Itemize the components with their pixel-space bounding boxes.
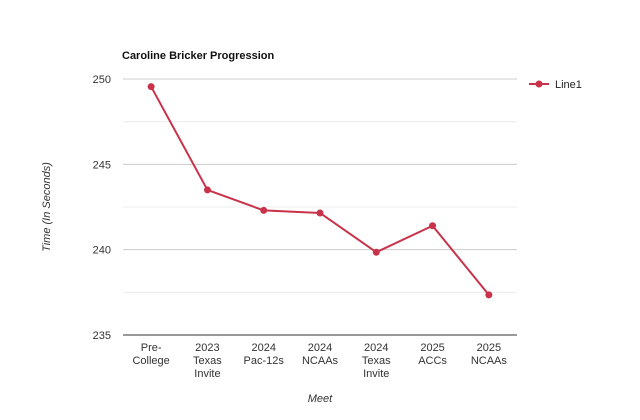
y-axis-label: Time (In Seconds) — [41, 162, 53, 252]
y-axis-ticks: 235 240 245 250 — [93, 74, 111, 342]
x-tick-label: 2025 ACCs — [418, 342, 447, 367]
x-tick-label: 2023 Texas Invite — [193, 342, 222, 380]
data-point[interactable] — [147, 83, 155, 91]
x-tick-label: 2025 NCAAs — [471, 342, 508, 367]
x-tick-label: 2024 NCAAs — [302, 342, 339, 367]
x-tick-label: Pre-College — [132, 342, 169, 367]
data-point[interactable] — [316, 209, 324, 217]
data-point[interactable] — [203, 186, 211, 194]
y-tick-label: 245 — [93, 159, 111, 171]
legend-label: Line1 — [555, 79, 582, 91]
data-point[interactable] — [429, 222, 437, 230]
data-point[interactable] — [485, 291, 493, 299]
y-tick-label: 240 — [93, 245, 111, 257]
data-point[interactable] — [372, 248, 380, 256]
chart-title: Caroline Bricker Progression — [122, 50, 275, 62]
gridlines — [123, 78, 517, 336]
data-point[interactable] — [260, 206, 268, 214]
y-tick-label: 235 — [93, 330, 111, 342]
series-group — [147, 83, 493, 299]
y-tick-label: 250 — [93, 74, 111, 86]
x-tick-label: 2024 Pac-12s — [244, 342, 285, 367]
series-line — [150, 86, 490, 296]
legend[interactable]: Line1 — [529, 79, 582, 91]
x-axis-label: Meet — [308, 393, 333, 405]
x-axis-ticks: Pre-College 2023 Texas Invite 2024 Pac-12s 202… — [132, 342, 507, 380]
x-tick-label: 2024 Texas Invite — [362, 342, 391, 380]
legend-marker-icon — [535, 80, 543, 88]
